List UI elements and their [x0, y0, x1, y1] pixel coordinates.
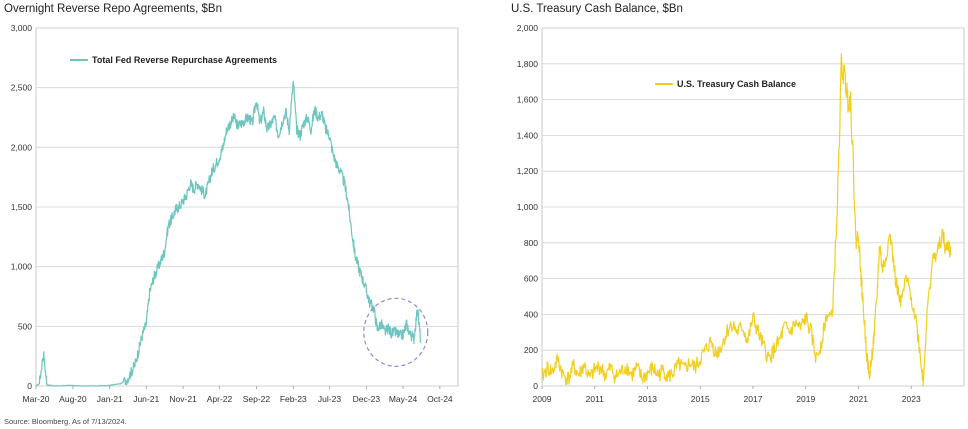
x-tick-label: Mar-20: [23, 394, 50, 404]
x-tick-label: Nov-21: [169, 394, 197, 404]
x-tick-label: Aug-20: [59, 394, 87, 404]
x-tick-label: Dec-23: [353, 394, 381, 404]
x-tick-label: Oct-24: [427, 394, 453, 404]
x-tick-label: 2013: [638, 394, 657, 404]
y-tick-label: 400: [524, 309, 538, 319]
x-tick-label: Feb-23: [280, 394, 307, 404]
x-tick-label: 2017: [744, 394, 763, 404]
y-tick-label: 1,400: [517, 130, 539, 140]
series-line: [541, 52, 952, 387]
y-tick-label: 1,600: [517, 95, 539, 105]
right-chart: 0 200 400 600 800 1,000 1,200 1,400 1,600 1,800 2,…: [517, 23, 965, 404]
right-chart-title: U.S. Treasury Cash Balance, $Bn: [511, 3, 683, 15]
x-tick-label: 2021: [849, 394, 868, 404]
y-tick-label: 1,500: [11, 202, 33, 212]
y-tick-label: 200: [524, 345, 538, 355]
y-tick-label: 1,000: [517, 202, 539, 212]
y-tick-label: 3,000: [11, 23, 33, 33]
y-tick-label: 1,200: [517, 166, 539, 176]
left-chart: 0 500 1,000 1,500 2,000 2,500 3,000 Mar-20 Aug-2…: [11, 23, 459, 404]
source-note: Source: Bloomberg. As of 7/13/2024.: [4, 417, 127, 426]
y-tick-label: 500: [18, 321, 32, 331]
x-tick-label: 2011: [586, 394, 605, 404]
legend-label: Total Fed Reverse Repurchase Agreements: [92, 55, 277, 65]
y-tick-label: 2,500: [11, 83, 33, 93]
y-tick-label: 2,000: [517, 23, 539, 33]
series-line: [35, 80, 422, 387]
x-tick-label: 2019: [796, 394, 815, 404]
x-tick-label: 2009: [533, 394, 552, 404]
left-chart-title: Overnight Reverse Repo Agreements, $Bn: [4, 3, 222, 15]
x-tick-label: Apr-22: [207, 394, 233, 404]
y-tick-label: 1,800: [517, 59, 539, 69]
x-tick-label: May-24: [389, 394, 418, 404]
x-tick-label: Jul-23: [318, 394, 341, 404]
y-tick-label: 1,000: [11, 262, 33, 272]
y-tick-label: 600: [524, 274, 538, 284]
y-tick-label: 2,000: [11, 142, 33, 152]
y-tick-label: 0: [533, 381, 538, 391]
legend-label: U.S. Treasury Cash Balance: [677, 79, 796, 89]
y-tick-label: 0: [27, 381, 32, 391]
x-tick-label: Jan-21: [97, 394, 123, 404]
highlight-circle: [363, 297, 429, 367]
x-tick-label: 2023: [902, 394, 921, 404]
y-tick-label: 800: [524, 238, 538, 248]
x-tick-label: Sep-22: [243, 394, 271, 404]
x-tick-label: Jun-21: [133, 394, 159, 404]
x-tick-label: 2015: [691, 394, 710, 404]
